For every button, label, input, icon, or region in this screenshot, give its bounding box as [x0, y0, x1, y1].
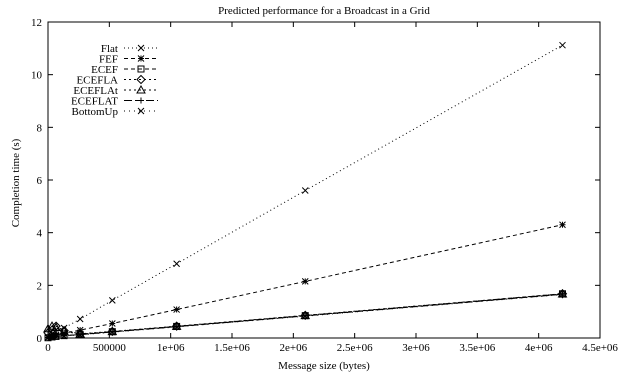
- series-flat: [44, 41, 566, 341]
- x-tick-label: 1e+06: [157, 342, 185, 354]
- legend-label: ECEF: [91, 64, 118, 76]
- data-point: [301, 187, 309, 194]
- plot-frame: [47, 21, 601, 339]
- data-point: [108, 320, 116, 327]
- y-axis-ticks: 0 2 4 6 8 10 12: [31, 17, 600, 345]
- data-point: [173, 306, 180, 313]
- legend-marker: [136, 74, 146, 85]
- y-tick-label: 8: [37, 122, 43, 134]
- x-tick-label: 4e+06: [525, 342, 553, 354]
- y-tick-label: 6: [37, 175, 43, 187]
- series-fef: [44, 221, 566, 341]
- legend-item: FEF: [99, 54, 158, 66]
- data-point: [559, 41, 566, 49]
- x-tick-label: 0: [45, 342, 51, 354]
- x-tick-label: 2e+06: [280, 342, 308, 354]
- y-tick-label: 0: [37, 333, 43, 345]
- legend-marker: [138, 97, 144, 104]
- legend-label: ECEFLA: [76, 75, 118, 87]
- legend-item: Flat: [101, 43, 158, 55]
- legend-marker: [136, 84, 146, 94]
- data-point: [559, 221, 566, 229]
- x-tick-label: 500000: [93, 342, 127, 354]
- data-point: [51, 322, 61, 331]
- data-point: [47, 321, 57, 330]
- legend-marker: [137, 107, 145, 115]
- legend-item: ECEF: [91, 64, 158, 76]
- x-tick-label: 1.5e+06: [214, 342, 250, 354]
- legend-label: ECEFLAT: [71, 96, 118, 108]
- data-point: [301, 312, 309, 320]
- series-line: [47, 294, 563, 339]
- legend-item: ECEFLA: [76, 75, 158, 87]
- data-point: [108, 296, 116, 304]
- x-axis-title: Message size (bytes): [278, 360, 370, 372]
- x-axis-ticks: 0 500000 1e+06 1.5e+06 2e+06 2.5e+06 3e+06 3.5e…: [45, 22, 618, 354]
- data-point: [559, 291, 566, 298]
- legend-label: BottomUp: [72, 106, 119, 118]
- chart-title: Predicted performance for a Broadcast in…: [218, 5, 430, 17]
- y-tick-label: 10: [31, 70, 43, 82]
- y-tick-label: 4: [37, 228, 43, 240]
- data-point: [173, 323, 180, 331]
- y-tick-label: 2: [37, 280, 43, 292]
- data-point: [301, 278, 309, 285]
- x-tick-label: 3.5e+06: [459, 342, 495, 354]
- legend-item: BottomUp: [72, 106, 158, 118]
- data-point: [108, 328, 116, 336]
- y-tick-label: 12: [31, 17, 42, 29]
- legend-label: Flat: [101, 43, 118, 55]
- legend-item: ECEFLAT: [71, 96, 158, 108]
- data-point: [173, 260, 180, 268]
- legend-marker: [137, 44, 145, 52]
- legend-label: FEF: [99, 54, 118, 66]
- data-point: [76, 315, 84, 323]
- legend-label: ECEFLAt: [73, 85, 118, 97]
- x-tick-label: 4.5e+06: [582, 342, 618, 354]
- series-bottomup: [44, 291, 566, 342]
- x-tick-label: 3e+06: [402, 342, 430, 354]
- y-axis-title: Completion time (s): [10, 138, 22, 227]
- data-point: [43, 323, 53, 333]
- legend-marker: [137, 55, 145, 62]
- x-tick-label: 2.5e+06: [337, 342, 373, 354]
- series-layer: [43, 41, 568, 342]
- data-point: [60, 332, 68, 340]
- data-point: [76, 331, 84, 339]
- series-line: [47, 293, 563, 335]
- series-line: [47, 224, 563, 338]
- data-point: [52, 333, 60, 341]
- legend-item: ECEFLAt: [73, 84, 158, 97]
- legend-marker: [137, 65, 145, 73]
